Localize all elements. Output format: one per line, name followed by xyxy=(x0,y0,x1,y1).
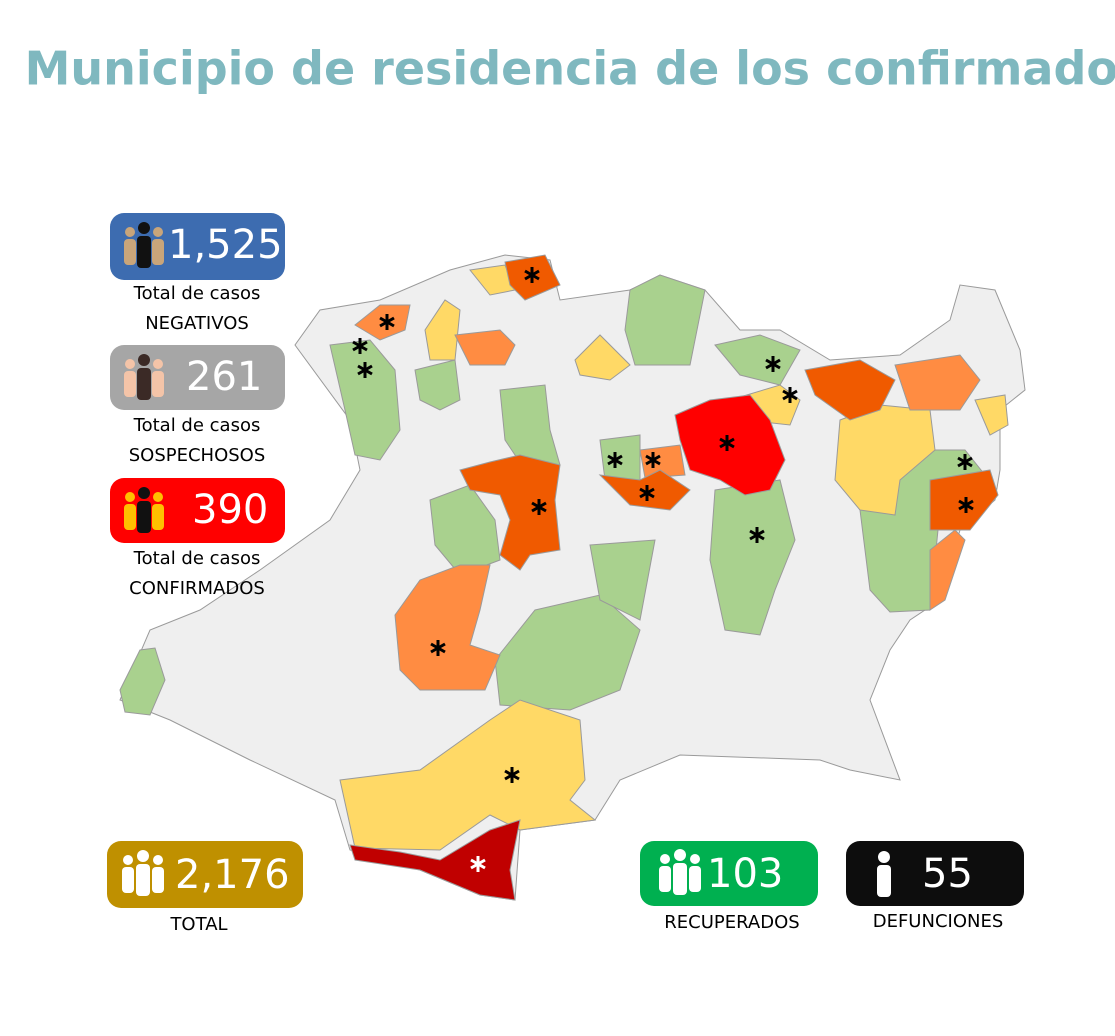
region xyxy=(804,359,896,421)
stat-value: 1,525 xyxy=(168,222,283,268)
region xyxy=(598,469,691,511)
stat-value: 261 xyxy=(186,354,262,400)
region xyxy=(929,529,966,611)
person-icon xyxy=(877,851,891,897)
region xyxy=(894,354,981,411)
region xyxy=(329,339,401,461)
region xyxy=(454,329,516,366)
people-icon xyxy=(124,487,164,533)
region xyxy=(639,444,686,479)
stat-value: 390 xyxy=(192,487,268,533)
region xyxy=(589,539,656,621)
total-label: DEFUNCIONES xyxy=(873,911,1004,932)
region xyxy=(974,394,1009,436)
region xyxy=(339,699,597,851)
people-icon xyxy=(124,222,164,268)
region xyxy=(459,454,561,571)
region xyxy=(624,274,706,366)
stat-status: CONFIRMADOS xyxy=(129,578,265,599)
people-icon xyxy=(124,354,164,400)
region xyxy=(929,469,999,531)
total-value: 103 xyxy=(707,851,783,897)
total-label: RECUPERADOS xyxy=(664,912,799,933)
stat-status: SOSPECHOSOS xyxy=(129,445,266,466)
stat-label: Total de casos xyxy=(133,548,261,569)
stat-status: NEGATIVOS xyxy=(145,313,249,334)
region xyxy=(834,404,936,516)
region xyxy=(714,334,801,386)
stat-label: Total de casos xyxy=(133,415,261,436)
title: Municipio de residencia de los confirmad… xyxy=(25,42,1115,96)
total-value: 55 xyxy=(922,851,973,897)
region xyxy=(574,334,631,381)
region xyxy=(349,819,521,901)
people-icon xyxy=(659,849,701,895)
region xyxy=(394,564,501,691)
stat-label: Total de casos xyxy=(133,283,261,304)
region xyxy=(354,304,411,341)
total-value: 2,176 xyxy=(175,852,290,898)
total-label: TOTAL xyxy=(169,914,227,935)
region xyxy=(709,479,796,636)
region xyxy=(119,647,166,716)
people-icon xyxy=(122,850,164,896)
region xyxy=(414,359,461,411)
markers xyxy=(352,267,974,872)
